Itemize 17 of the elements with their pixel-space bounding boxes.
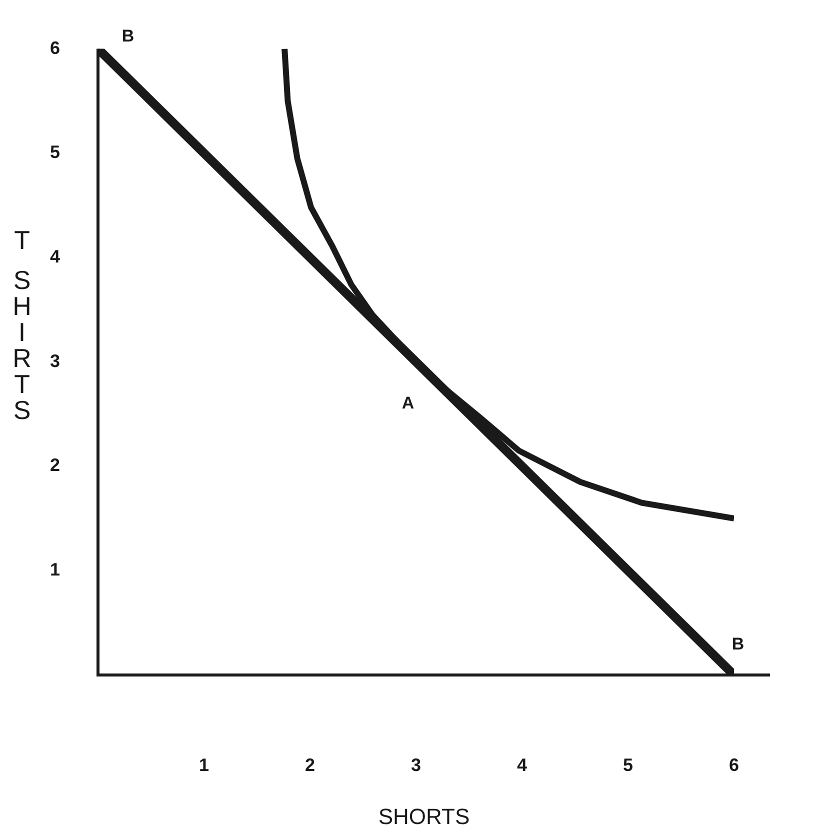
x-tick-label: 6	[728, 754, 739, 775]
x-axis-title: SHORTS	[378, 804, 470, 830]
x-tick-label: 4	[516, 754, 528, 775]
x-tick-label: 2	[304, 754, 316, 775]
y-tick-label: 5	[50, 142, 60, 162]
y-tick-label: 2	[50, 455, 60, 476]
y-axis-title: T SHIRTS	[12, 225, 32, 426]
annotation: A	[402, 394, 414, 413]
y-tick-label: 1	[50, 560, 60, 580]
x-tick-label: 3	[410, 754, 422, 775]
y-tick-label: 6	[50, 38, 60, 58]
x-tick-label: 5	[622, 754, 634, 775]
annotation: B	[122, 26, 134, 46]
y-tick-label: 4	[50, 246, 60, 266]
x-tick-label: 1	[198, 754, 210, 775]
annotation: B	[732, 634, 744, 654]
y-tick-label: 3	[50, 350, 60, 371]
